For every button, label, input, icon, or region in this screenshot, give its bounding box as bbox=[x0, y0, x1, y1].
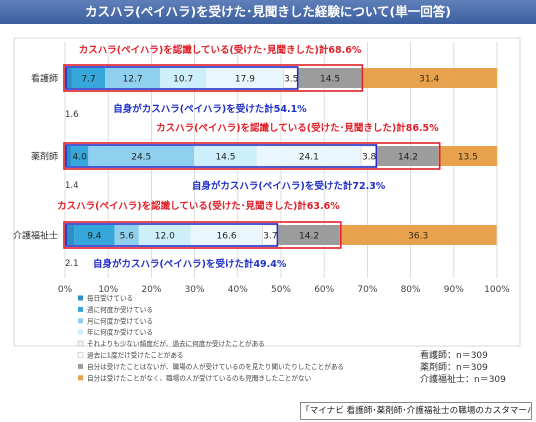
source-note: 「マイナビ 看護師･薬剤師･介護福祉士の職場のカスタマーハラスメントに関する実態… bbox=[300, 402, 532, 420]
data-label: 17.9 bbox=[235, 75, 255, 85]
data-label: 36.3 bbox=[408, 232, 428, 242]
received-box bbox=[65, 144, 378, 168]
bar-segment bbox=[339, 225, 497, 245]
data-label: 14.5 bbox=[320, 75, 340, 85]
x-tick-label: 20% bbox=[141, 285, 161, 295]
received-label: 自身がカスハラ(ペイハラ)を受けた計54.1% bbox=[113, 103, 307, 115]
legend-label: 自分は受けたことはないが、職場の人が受けているのを見たり聞いたりしたことがある bbox=[87, 362, 344, 371]
bar-segment bbox=[377, 146, 439, 166]
x-tick-label: 10% bbox=[98, 285, 118, 295]
category-label: 薬剤師 bbox=[31, 151, 58, 163]
bar-segment bbox=[438, 146, 497, 166]
x-tick-label: 80% bbox=[401, 285, 421, 295]
legend-swatch bbox=[77, 352, 84, 358]
data-label: 24.1 bbox=[299, 153, 319, 163]
recognized-box bbox=[63, 64, 364, 92]
bar-segment bbox=[298, 68, 362, 88]
data-label: 3.5 bbox=[284, 75, 298, 85]
bar-segment bbox=[74, 225, 115, 245]
bar-segment bbox=[160, 68, 207, 88]
recognized-box bbox=[63, 221, 342, 249]
legend-label: 年に何度か受けている bbox=[87, 328, 153, 337]
plot-frame bbox=[13, 37, 521, 347]
sample-size-label: 薬剤師：n＝309 bbox=[420, 361, 488, 373]
title-band bbox=[0, 0, 536, 24]
recognized-box bbox=[63, 142, 441, 170]
data-label: 14.2 bbox=[398, 153, 418, 163]
bar-segment bbox=[206, 68, 284, 88]
legend-swatch bbox=[78, 306, 83, 312]
data-label: 14.5 bbox=[215, 153, 235, 163]
legend-label: 月に何度か受けている bbox=[87, 316, 153, 325]
bar-segment bbox=[361, 68, 497, 88]
legend-swatch bbox=[78, 375, 83, 381]
bar-segment bbox=[256, 146, 361, 166]
data-label: 16.6 bbox=[217, 232, 237, 242]
legend-label: それよりも少ない頻度だが、過去に何度か受けたことがある bbox=[87, 339, 265, 348]
legend-swatch bbox=[77, 340, 84, 347]
received-label: 自身がカスハラ(ペイハラ)を受けた計49.4% bbox=[93, 258, 287, 270]
category-label: 看護師 bbox=[31, 73, 58, 85]
legend-label: 自分は受けたことがなく、職場の人が受けているのも見聞きしたことがない bbox=[87, 373, 312, 382]
bar-segment bbox=[278, 225, 340, 245]
data-label: 31.4 bbox=[419, 75, 439, 85]
legend-label: 過去に1度だけ受けたことがある bbox=[87, 351, 184, 360]
bar-segment bbox=[71, 146, 89, 166]
category-label: 介護福祉士 bbox=[13, 230, 58, 242]
bar-segment bbox=[114, 225, 139, 245]
x-tick-label: 50% bbox=[271, 285, 291, 295]
chart-title: カスハラ(ペイハラ)を受けた･見聞きした経験について(単一回答) bbox=[85, 4, 451, 19]
data-label: 1.6 bbox=[65, 110, 79, 120]
x-tick-label: 60% bbox=[314, 285, 334, 295]
data-label: 3.8 bbox=[362, 153, 377, 163]
x-tick-label: 30% bbox=[185, 285, 205, 295]
bar-segment bbox=[65, 225, 75, 245]
data-label: 3.7 bbox=[263, 232, 277, 242]
bar-segment bbox=[88, 146, 195, 166]
legend-swatch bbox=[78, 295, 83, 301]
received-box bbox=[65, 66, 299, 90]
recognized-label: カスハラ(ペイハラ)を認識している(受けた･見聞きした)計63.6% bbox=[57, 200, 340, 212]
data-label: 5.6 bbox=[120, 232, 135, 242]
legend-swatch bbox=[78, 363, 83, 369]
data-label: 13.5 bbox=[458, 153, 478, 163]
x-tick-label: 40% bbox=[228, 285, 248, 295]
received-label: 自身がカスハラ(ペイハラ)を受けた計72.3% bbox=[192, 180, 386, 192]
data-label: 10.7 bbox=[173, 75, 193, 85]
legend-label: 週に何度か受けている bbox=[87, 305, 153, 314]
x-tick-label: 0% bbox=[58, 285, 73, 295]
x-tick-label: 100% bbox=[484, 285, 510, 295]
legend-label: 毎日受けている bbox=[87, 294, 133, 303]
legend-swatch bbox=[78, 318, 83, 324]
bar-segment bbox=[71, 68, 106, 88]
bar-segment bbox=[138, 225, 191, 245]
data-label: 7.7 bbox=[81, 75, 95, 85]
sample-size-label: 介護福祉士：n＝309 bbox=[420, 373, 506, 385]
recognized-label: カスハラ(ペイハラ)を認識している(受けた･見聞きした)計68.6% bbox=[79, 44, 362, 56]
legend-swatch bbox=[78, 329, 83, 335]
x-tick-label: 70% bbox=[357, 285, 377, 295]
data-label: 4.0 bbox=[73, 153, 88, 163]
x-tick-label: 90% bbox=[444, 285, 464, 295]
bar-segment bbox=[65, 146, 72, 166]
bar-segment bbox=[194, 146, 257, 166]
bar-segment bbox=[190, 225, 263, 245]
data-label: 9.4 bbox=[87, 232, 102, 242]
data-label: 12.0 bbox=[155, 232, 175, 242]
data-label: 1.4 bbox=[65, 181, 79, 191]
bar-segment bbox=[105, 68, 161, 88]
data-label: 2.1 bbox=[65, 259, 79, 269]
recognized-label: カスハラ(ペイハラ)を認識している(受けた･見聞きした)計86.5% bbox=[156, 122, 439, 134]
data-label: 14.2 bbox=[299, 232, 319, 242]
received-box bbox=[65, 223, 279, 247]
data-label: 12.7 bbox=[123, 75, 143, 85]
bar-segment bbox=[65, 68, 72, 88]
sample-size-label: 看護師：n＝309 bbox=[420, 349, 488, 361]
data-label: 24.5 bbox=[131, 153, 151, 163]
